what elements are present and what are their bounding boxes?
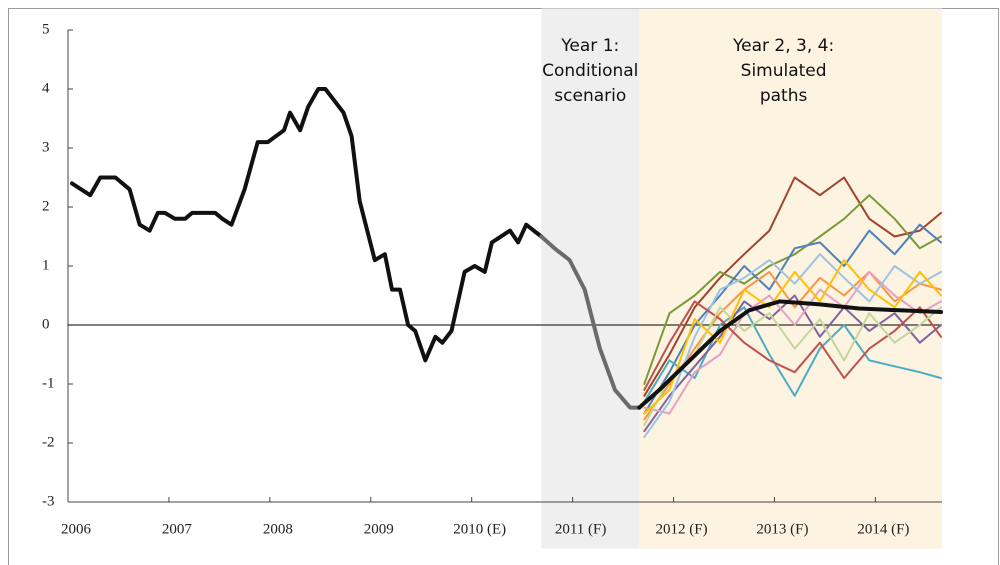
x-tick-label: 2011 (F) — [555, 521, 607, 537]
annotation: Conditional — [542, 61, 638, 81]
y-tick-label: -1 — [42, 375, 55, 391]
line — [643, 270, 942, 421]
annotation: paths — [760, 86, 808, 106]
y-tick-label: 5 — [42, 21, 50, 37]
x-tick-label: 2014 (F) — [857, 521, 909, 537]
x-tick-label: 2013 (F) — [756, 521, 808, 537]
annotation: Year 2, 3, 4: — [732, 36, 834, 56]
y-tick-label: 0 — [42, 316, 50, 332]
x-tick-label: 2012 (F) — [655, 521, 707, 537]
y-tick-label: 1 — [42, 257, 50, 273]
annotation: Year 1: — [560, 36, 619, 56]
line — [539, 234, 642, 410]
annotation: Simulated — [741, 61, 827, 81]
y-tick-label: -3 — [42, 493, 55, 509]
frame — [8, 8, 999, 565]
region — [541, 8, 640, 549]
x-tick-label: 2010 (E) — [453, 521, 506, 537]
line — [643, 194, 942, 385]
x-tick-label: 2009 — [364, 521, 394, 537]
line — [70, 87, 544, 363]
y-tick-label: 2 — [42, 198, 50, 214]
line — [643, 270, 942, 415]
line — [643, 306, 942, 403]
x-tick-label: 2006 — [61, 521, 92, 537]
line — [643, 223, 942, 415]
y-tick-label: -2 — [42, 434, 55, 450]
x-tick-label: 2008 — [263, 521, 293, 537]
line — [643, 253, 942, 439]
line — [643, 176, 942, 397]
line — [643, 294, 942, 433]
annotation: scenario — [554, 86, 626, 106]
x-tick-label: 2007 — [162, 521, 193, 537]
line — [637, 299, 943, 410]
y-tick-label: 3 — [42, 139, 50, 155]
y-tick-label: 4 — [42, 80, 50, 96]
line — [643, 300, 942, 391]
line — [643, 259, 942, 415]
